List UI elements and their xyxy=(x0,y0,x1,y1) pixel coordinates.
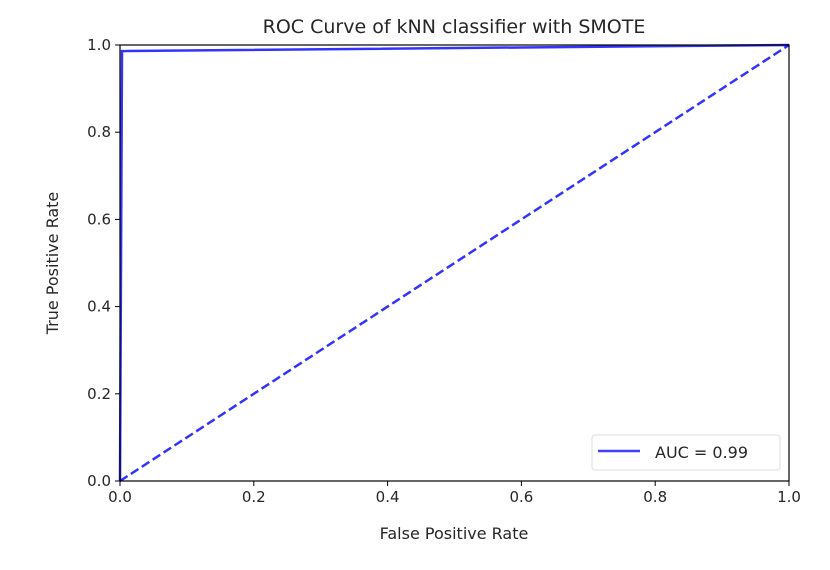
legend: AUC = 0.99 xyxy=(591,434,781,471)
x-tick-label: 1.0 xyxy=(777,488,801,506)
y-tick-label: 0.6 xyxy=(87,210,111,228)
x-tick-label: 0.0 xyxy=(108,488,132,506)
y-tick-label: 0.8 xyxy=(87,123,111,141)
chance-line xyxy=(119,43,790,483)
x-tick-label: 0.6 xyxy=(509,488,533,506)
y-tick-label: 0.2 xyxy=(87,385,111,403)
legend-label: AUC = 0.99 xyxy=(655,443,748,462)
y-axis-label: True Positive Rate xyxy=(43,192,62,336)
x-tick-label: 0.8 xyxy=(643,488,667,506)
roc-curve-line xyxy=(118,43,790,482)
chart-title: ROC Curve of kNN classifier with SMOTE xyxy=(263,16,646,38)
legend-box xyxy=(591,434,781,471)
y-tick-label: 0.4 xyxy=(87,298,111,316)
y-tick-label: 1.0 xyxy=(87,36,111,54)
x-axis-label: False Positive Rate xyxy=(380,524,529,543)
y-tick-label: 0.0 xyxy=(87,472,111,490)
plot-frame xyxy=(119,44,790,482)
x-tick-label: 0.4 xyxy=(376,488,400,506)
x-tick-label: 0.2 xyxy=(242,488,266,506)
